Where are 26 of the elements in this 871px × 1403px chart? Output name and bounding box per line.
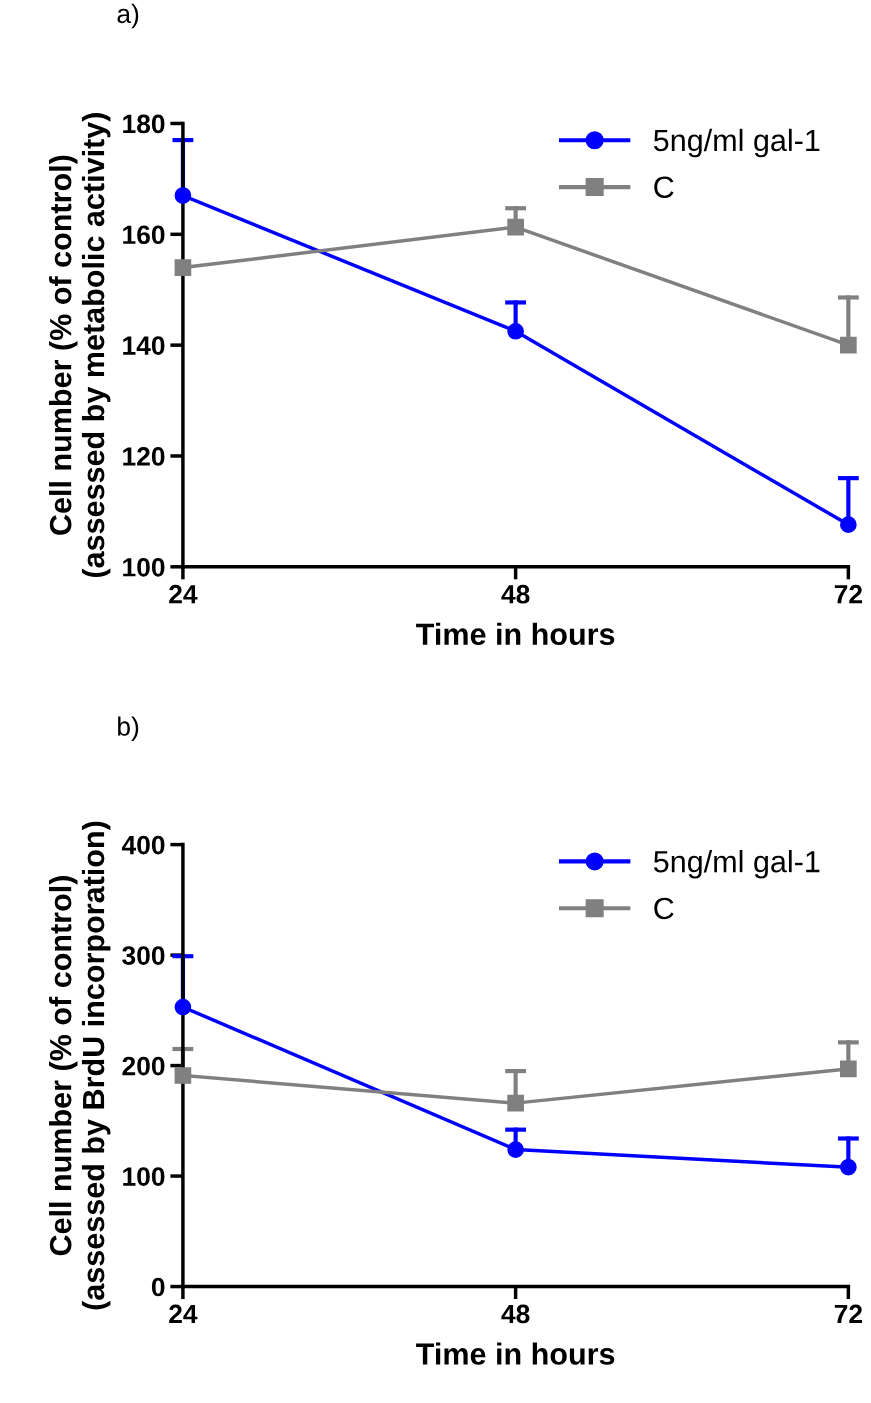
x-tick-label: 24 — [169, 1304, 198, 1324]
y-tick-label: 400 — [121, 835, 165, 855]
y-tick-label: 300 — [122, 946, 165, 965]
x-tick-label: 48 — [501, 1304, 530, 1324]
chart-title: b) — [118, 716, 139, 742]
y-tick-label: 200 — [122, 1056, 165, 1076]
y-tick-label: 100 — [123, 557, 165, 577]
legend-label: C — [654, 897, 674, 920]
x-axis-title: Time in hours — [416, 622, 615, 646]
x-tick-label: 72 — [834, 584, 862, 604]
y-tick-label: 100 — [123, 1167, 165, 1186]
y-tick-label: 120 — [123, 447, 165, 466]
y-tick-label: 0 — [151, 1277, 165, 1297]
chart-title: a) — [117, 3, 139, 29]
y-tick-label: 140 — [123, 336, 165, 355]
x-tick-label: 72 — [834, 1304, 862, 1324]
x-axis-title: Time in hours — [416, 1342, 615, 1365]
legend-label: C — [654, 176, 674, 199]
y-axis-title: Cell number (% of control) (assessed by metabolic activity) — [49, 113, 111, 578]
y-tick-label: 160 — [123, 225, 165, 245]
y-tick-label: 180 — [123, 114, 165, 134]
legend-label: 5ng/ml gal-1 — [653, 128, 820, 158]
y-axis-title: Cell number (% of control) (assessed by BrdU incorporation) — [49, 821, 111, 1310]
legend-label: 5ng/ml gal-1 — [653, 850, 820, 879]
x-tick-label: 48 — [501, 584, 530, 604]
x-tick-label: 24 — [169, 584, 198, 604]
